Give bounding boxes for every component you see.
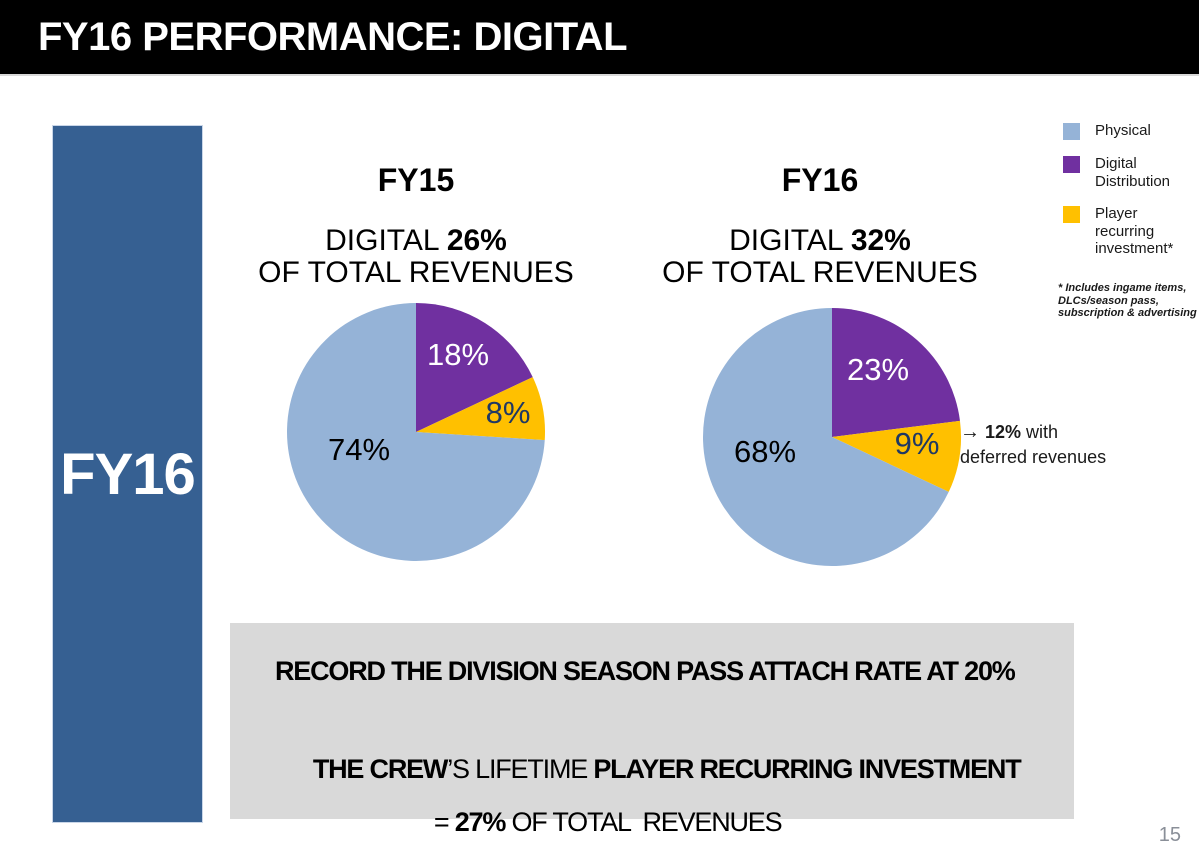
highlight-line-3: = 27% OF TOTAL REVENUES <box>396 776 783 863</box>
legend-label-digital-distribution: Digital Distribution <box>1095 155 1171 190</box>
pie-value-label: 8% <box>485 395 531 430</box>
pie-slice-physical <box>702 308 949 566</box>
fiscal-year-sidebar: FY16 <box>52 125 203 823</box>
fy16-pie-svg <box>702 308 961 566</box>
fy16-subtitle: DIGITAL 32% OF TOTAL REVENUES <box>634 225 1006 289</box>
highlight-line2-bold1: THE CREW <box>312 754 449 784</box>
fy15-pie-svg <box>287 303 546 561</box>
highlight-line-2: THE CREW’S LIFETIME PLAYER RECURRING INV… <box>275 723 1022 816</box>
highlight-line3-normal1: = <box>433 807 455 837</box>
highlights-box: RECORD THE DIVISION SEASON PASS ATTACH R… <box>230 623 1074 837</box>
annotation-bold-value: 12% <box>980 422 1022 442</box>
pie-value-label: 68% <box>733 434 797 469</box>
fy16-subtitle-prefix: DIGITAL <box>729 224 851 257</box>
pie-slice-player-recurring-investment <box>416 377 546 441</box>
legend-item-physical: Physical <box>1063 122 1197 140</box>
fy15-pie-chart: 18% 8% 74% <box>286 302 546 562</box>
fy16-pie-chart: 23% 9% 68% <box>702 307 962 567</box>
pie-value-label: 9% <box>894 426 940 461</box>
fy16-column-heading: FY16 DIGITAL 32% OF TOTAL REVENUES <box>634 162 1006 289</box>
pie-value-label: 23% <box>846 352 910 387</box>
pie-slice-digital-distribution <box>832 308 960 437</box>
fy16-title: FY16 <box>781 162 859 198</box>
fy15-subtitle-line2: OF TOTAL REVENUES <box>258 256 574 289</box>
pie-value-label: 18% <box>426 337 490 372</box>
highlight-line-1: RECORD THE DIVISION SEASON PASS ATTACH R… <box>275 656 1016 686</box>
fy16-subtitle-line2: OF TOTAL REVENUES <box>662 256 978 289</box>
header-bar: FY16 PERFORMANCE: DIGITAL <box>0 0 1199 76</box>
fy15-title: FY15 <box>377 162 455 198</box>
page-title: FY16 PERFORMANCE: DIGITAL <box>38 14 628 59</box>
highlight-line3-normal2: OF TOTAL REVENUES <box>505 807 782 837</box>
highlight-line2-bold2: PLAYER RECURRING INVESTMENT <box>593 754 1021 784</box>
pie-slice-physical <box>287 303 545 561</box>
legend-item-digital-distribution: Digital Distribution <box>1063 155 1197 190</box>
legend-label-physical: Physical <box>1095 122 1151 139</box>
pie-value-label: 74% <box>327 432 391 467</box>
fy15-digital-share: 26% <box>446 224 507 257</box>
page-number: 15 <box>1158 824 1181 846</box>
pie-slice-digital-distribution <box>416 303 533 432</box>
chart-legend: Physical Digital Distribution Player rec… <box>1063 122 1197 273</box>
right-arrow-icon: → <box>960 421 980 443</box>
legend-item-player-recurring: Player recurring investment* <box>1063 205 1197 258</box>
fiscal-year-label: FY16 <box>60 441 196 507</box>
physical-swatch-icon <box>1063 123 1080 140</box>
legend-footnote: * Includes ingame items, DLCs/season pas… <box>1058 282 1197 319</box>
fy15-column-heading: FY15 DIGITAL 26% OF TOTAL REVENUES <box>230 162 602 289</box>
digital-distribution-swatch-icon <box>1063 156 1080 173</box>
fy15-subtitle-prefix: DIGITAL <box>325 224 447 257</box>
highlight-line2-normal1: ’S LIFETIME <box>447 754 594 784</box>
legend-label-player-recurring: Player recurring investment* <box>1095 205 1174 257</box>
highlight-line3-bold1: 27% <box>454 807 507 837</box>
fy16-digital-share: 32% <box>850 224 911 257</box>
fy15-subtitle: DIGITAL 26% OF TOTAL REVENUES <box>230 225 602 289</box>
player-recurring-swatch-icon <box>1063 206 1080 223</box>
pie-slice-player-recurring-investment <box>832 420 961 492</box>
deferred-revenues-annotation: → 12% with deferred revenues <box>960 420 1120 470</box>
annotation-text: with deferred revenues <box>960 422 1107 467</box>
